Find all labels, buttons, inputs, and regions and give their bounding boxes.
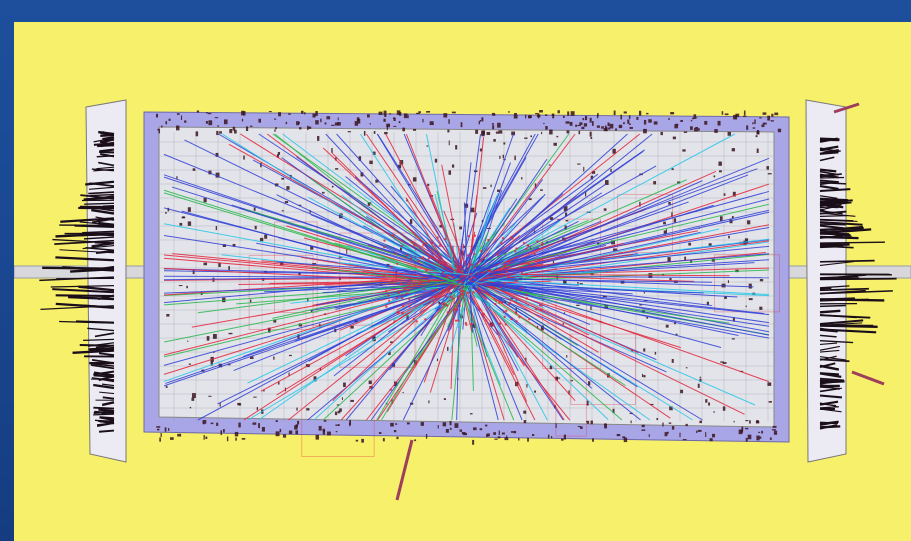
image-panel <box>14 22 911 541</box>
right-endcap <box>805 99 897 463</box>
central-barrel-detector <box>143 110 790 457</box>
outlier-tracks <box>395 102 885 501</box>
left-endcap <box>39 99 127 463</box>
event-display-scene <box>14 99 911 501</box>
